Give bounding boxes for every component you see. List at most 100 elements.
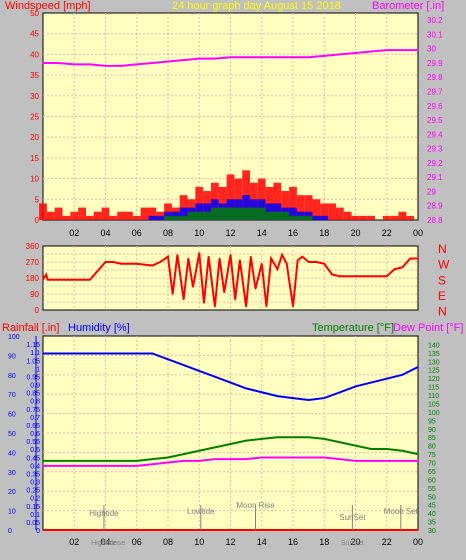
- direction-point: [42, 278, 44, 281]
- rainfall-point: [42, 529, 44, 531]
- temperature-point: [245, 439, 247, 442]
- humidity-point: [417, 366, 419, 368]
- rainfall-tick-label: 0.45: [26, 455, 40, 462]
- barometer-tick-label: 30: [427, 45, 436, 54]
- direction-point: [378, 275, 380, 278]
- direction-tick-label: 270: [26, 258, 40, 267]
- wind-bar-gust_low: [210, 207, 219, 220]
- wind-bar-gust_low: [203, 211, 211, 220]
- temperature-tick-label: 50: [428, 494, 436, 501]
- direction-point: [171, 293, 174, 295]
- barometer-tick-label: 29.7: [427, 88, 443, 97]
- wind-bar-wind: [390, 215, 399, 220]
- temperature-point: [276, 436, 279, 439]
- temperature-point: [385, 448, 388, 450]
- temperature-point: [104, 460, 107, 462]
- humidity-point: [89, 352, 91, 355]
- barometer-point: [354, 52, 357, 54]
- humidity-x-tick-label: 14: [257, 537, 267, 547]
- event-label: SunSet: [339, 513, 366, 522]
- temperature-point: [339, 441, 341, 444]
- temperature-point: [417, 453, 419, 455]
- wind-x-tick-label: 10: [194, 228, 204, 238]
- rainfall-tick-label: 0: [36, 528, 40, 535]
- temperature-tick-label: 90: [428, 427, 436, 434]
- rainfall-tick-label: 0.4: [30, 463, 40, 470]
- event-label: Hightide: [89, 509, 119, 518]
- wind-x-tick-label: 00: [413, 228, 423, 238]
- wind-bar-gust_low: [179, 215, 188, 220]
- barometer-point: [245, 56, 247, 59]
- rainfall-tick-label: 0.1: [30, 512, 40, 519]
- rainfall-tick-label: 0.05: [26, 520, 40, 527]
- humidity-x-tick-label: 12: [225, 537, 235, 547]
- wind-bar-wind: [335, 207, 344, 220]
- direction-point: [292, 305, 294, 308]
- dewpoint-point: [73, 465, 76, 467]
- wind-bar-wind: [62, 215, 71, 220]
- temperature-tick-label: 35: [428, 520, 436, 527]
- direction-point: [112, 261, 115, 263]
- humidity-point: [73, 352, 76, 355]
- barometer-point: [401, 49, 404, 51]
- wind-bar-wind: [132, 215, 141, 220]
- wind-bar-wind: [343, 211, 352, 220]
- wind-bar-wind: [39, 203, 47, 220]
- humidity-point: [260, 391, 263, 394]
- direction-point: [198, 252, 201, 254]
- dewpoint-point: [292, 456, 294, 459]
- wind-bar-wind: [351, 215, 360, 220]
- wind-bar-wind: [304, 195, 313, 220]
- barometer-point: [370, 50, 372, 53]
- direction-point: [354, 275, 357, 278]
- barometer-point: [276, 56, 279, 59]
- temperature-point: [214, 446, 216, 449]
- event-label: Moon Set: [384, 507, 419, 516]
- dewpoint-point: [307, 456, 310, 459]
- direction-point: [218, 257, 221, 260]
- direction-point: [187, 257, 190, 260]
- humidity-point: [307, 399, 310, 401]
- wind-bar-wind: [117, 211, 126, 220]
- wind-x-tick-label: 18: [319, 228, 329, 238]
- temperature-point: [151, 458, 154, 460]
- direction-point: [401, 266, 404, 269]
- dewpoint-point: [339, 458, 341, 460]
- barometer-tick-label: 30.2: [427, 16, 443, 25]
- temperature-tick-label: 30: [428, 528, 436, 535]
- wind-x-tick-label: 04: [100, 228, 110, 238]
- dewpoint-point: [167, 461, 169, 464]
- barometer-point: [182, 59, 185, 61]
- humidity-x-tick-label: 16: [288, 537, 298, 547]
- direction-tick-label: 180: [26, 274, 40, 283]
- barometer-point: [339, 53, 341, 56]
- temperature-tick-label: 45: [428, 503, 436, 510]
- wind-bar-wind: [328, 203, 336, 220]
- wind-bar-wind: [85, 215, 94, 220]
- direction-point: [339, 275, 341, 278]
- humidity-point: [276, 395, 279, 397]
- windspeed-tick-label: 15: [30, 154, 39, 163]
- humidity-point: [182, 364, 185, 366]
- direction-point: [393, 268, 396, 270]
- temperature-axis-label: Temperature [°F]: [312, 322, 394, 334]
- rainfall-tick-label: 0.75: [26, 407, 40, 414]
- humidity-point: [120, 352, 122, 355]
- humidity-x-tick-label: 06: [132, 537, 142, 547]
- wind-bar-wind: [320, 203, 329, 220]
- event-bottom-label: SunSet: [341, 540, 364, 547]
- barometer-point: [73, 63, 76, 66]
- rainfall-tick-label: 0.35: [26, 471, 40, 478]
- dewpoint-point: [104, 465, 107, 467]
- humidity-tick-label: 0: [8, 528, 12, 535]
- humidity-temperature-panel: 010203040506070809010000.050.10.150.20.2…: [8, 334, 440, 547]
- barometer-point: [89, 63, 91, 66]
- dewpoint-point: [57, 465, 60, 467]
- direction-point: [281, 254, 283, 256]
- wind-bar-wind: [273, 182, 282, 220]
- wind-bar-wind: [406, 215, 415, 220]
- temperature-tick-label: 95: [428, 418, 436, 425]
- temperature-point: [57, 460, 60, 462]
- direction-point: [346, 275, 349, 278]
- wind-bar-gust_low: [242, 207, 251, 220]
